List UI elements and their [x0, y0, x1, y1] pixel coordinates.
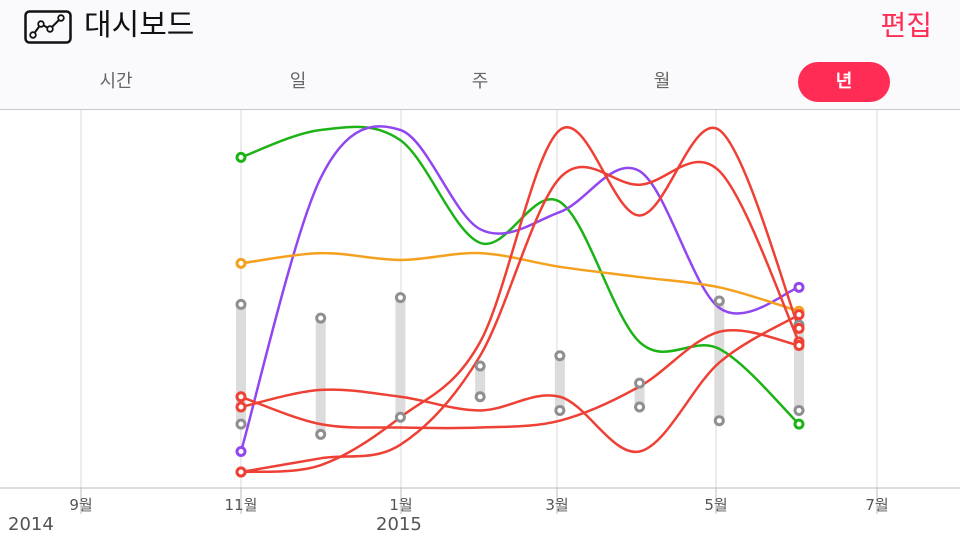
series-endpoint — [793, 281, 805, 293]
range-bar-point — [634, 377, 646, 389]
range-bar — [634, 383, 645, 408]
range-bar-point — [474, 391, 486, 403]
x-tick-label: 5월 — [704, 496, 727, 514]
range-bar — [395, 297, 406, 418]
x-tick-label: 3월 — [545, 496, 568, 514]
series-endpoint — [235, 466, 247, 478]
series-endpoint — [235, 391, 247, 403]
range-bar-point — [554, 404, 566, 416]
series-endpoint — [235, 445, 247, 457]
series-endpoint — [235, 257, 247, 269]
series-line — [239, 125, 800, 452]
series-endpoint — [793, 418, 805, 430]
range-bar-point — [394, 411, 406, 423]
navigation-bar: 대시보드 편집 시간 일 주 월 년 — [0, 0, 960, 110]
x-tick-label: 11월 — [225, 496, 258, 514]
health-chart: 9월 11월 1월 3월 5월 7월 2014 2015 — [0, 110, 960, 535]
range-bar-point — [315, 312, 327, 324]
series-line — [240, 125, 800, 426]
series-line — [240, 126, 801, 474]
edit-button[interactable]: 편집 — [880, 9, 932, 42]
series-endpoint — [235, 151, 247, 163]
series-endpoint — [235, 401, 247, 413]
range-bar — [236, 304, 246, 425]
segment-year[interactable]: 년 — [798, 62, 890, 102]
segment-month[interactable]: 월 — [653, 71, 671, 92]
segment-day[interactable]: 일 — [289, 71, 307, 92]
range-bar-point — [713, 415, 725, 427]
range-bar — [554, 355, 565, 411]
range-bar-point — [235, 298, 247, 310]
range-bar-point — [554, 350, 566, 362]
series-endpoint — [793, 322, 805, 334]
range-bar — [714, 301, 725, 421]
series-line — [240, 329, 800, 430]
range-bar-point — [634, 401, 646, 413]
range-bar-point — [474, 360, 486, 372]
range-bar-point — [315, 428, 327, 440]
range-bar-point — [713, 295, 725, 307]
range-bar-point — [793, 404, 805, 416]
range-bar — [315, 318, 326, 435]
series-line — [240, 313, 800, 453]
series-endpoint — [793, 309, 805, 321]
range-bar — [794, 324, 804, 411]
series-line — [240, 251, 800, 313]
line-chart-icon — [24, 10, 72, 48]
x-tick-label: 7월 — [865, 496, 888, 514]
range-bar-point — [235, 418, 247, 430]
page-title: 대시보드 — [84, 8, 195, 43]
year-label: 2015 — [376, 514, 422, 535]
x-tick-label: 9월 — [69, 496, 92, 514]
series-endpoint — [793, 339, 805, 351]
segment-hour[interactable]: 시간 — [99, 71, 133, 92]
range-bar-point — [394, 292, 406, 304]
x-tick-label: 1월 — [389, 496, 412, 514]
segment-week[interactable]: 주 — [471, 71, 489, 92]
range-bar — [475, 365, 486, 397]
series-line — [240, 160, 801, 474]
year-label: 2014 — [8, 514, 54, 535]
